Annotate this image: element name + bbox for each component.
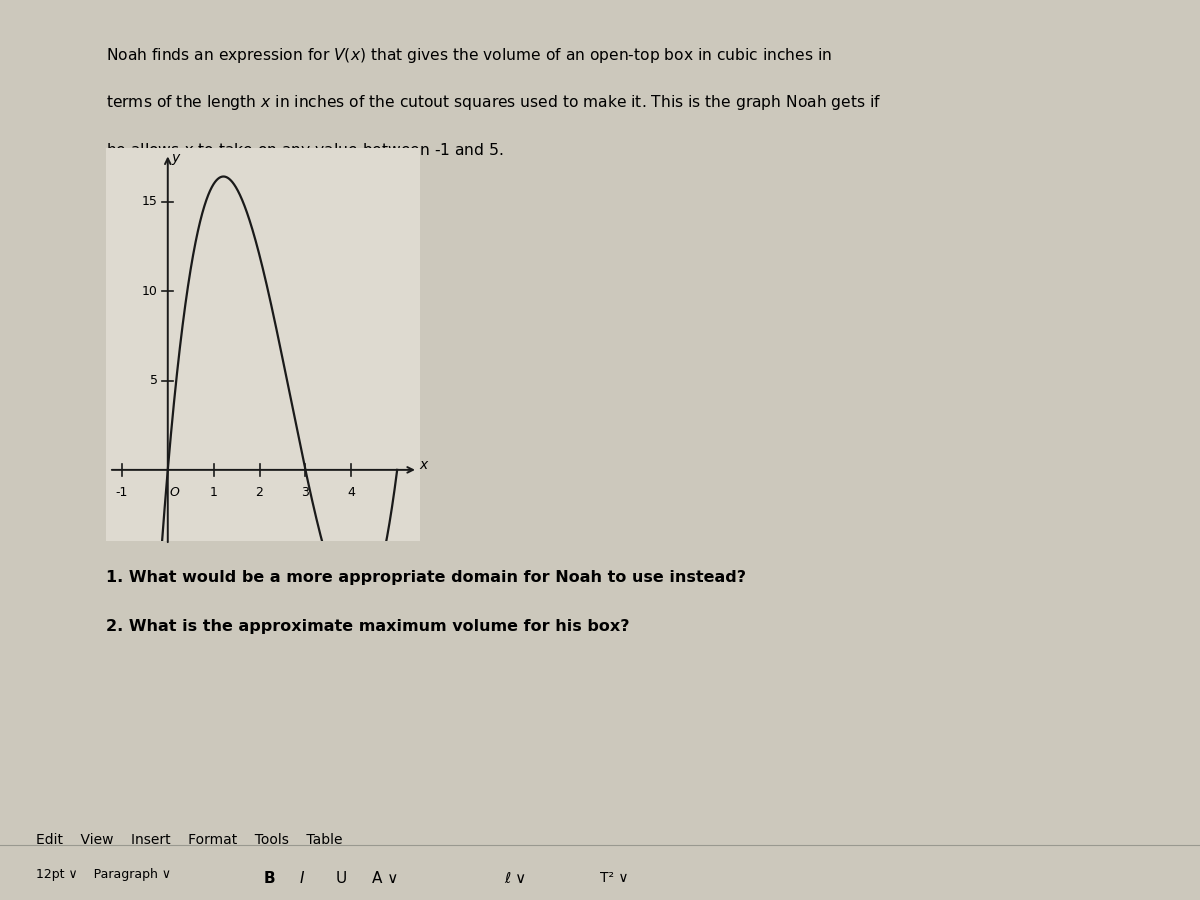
Text: $x$: $x$ — [419, 457, 430, 472]
Text: 2: 2 — [256, 486, 264, 499]
Text: A ∨: A ∨ — [372, 871, 398, 886]
Text: ℓ ∨: ℓ ∨ — [504, 871, 527, 886]
Text: $y$: $y$ — [170, 152, 181, 166]
Text: terms of the length $x$ in inches of the cutout squares used to make it. This is: terms of the length $x$ in inches of the… — [106, 94, 881, 112]
Text: 1. What would be a more appropriate domain for Noah to use instead?: 1. What would be a more appropriate doma… — [106, 570, 746, 585]
Text: he allows $x$ to take on any value between -1 and 5.: he allows $x$ to take on any value betwe… — [106, 141, 504, 160]
Text: 12pt ∨    Paragraph ∨: 12pt ∨ Paragraph ∨ — [36, 868, 172, 881]
Text: 5: 5 — [150, 374, 157, 387]
Text: 15: 15 — [142, 195, 157, 208]
Text: I: I — [300, 871, 305, 886]
Text: 2. What is the approximate maximum volume for his box?: 2. What is the approximate maximum volum… — [106, 619, 629, 634]
Text: T² ∨: T² ∨ — [600, 871, 629, 885]
Text: -1: -1 — [115, 486, 128, 499]
Text: U: U — [336, 871, 347, 886]
Text: $O$: $O$ — [169, 486, 180, 499]
Text: B: B — [264, 871, 276, 886]
Text: Edit    View    Insert    Format    Tools    Table: Edit View Insert Format Tools Table — [36, 832, 342, 847]
Text: 10: 10 — [142, 284, 157, 298]
Text: Noah finds an expression for $V(x)$ that gives the volume of an open-top box in : Noah finds an expression for $V(x)$ that… — [106, 46, 832, 65]
Text: 3: 3 — [301, 486, 310, 499]
Text: 1: 1 — [210, 486, 217, 499]
Text: 4: 4 — [347, 486, 355, 499]
